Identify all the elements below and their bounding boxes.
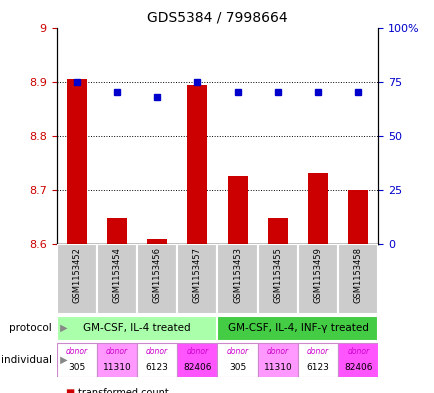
Text: GSM1153458: GSM1153458 — [353, 247, 362, 303]
Text: GM-CSF, IL-4, INF-γ treated: GM-CSF, IL-4, INF-γ treated — [227, 323, 368, 333]
Text: donor: donor — [66, 347, 88, 356]
Text: donor: donor — [306, 347, 329, 356]
Text: 11310: 11310 — [102, 363, 131, 372]
Bar — [96, 244, 137, 314]
Bar — [107, 218, 127, 244]
Bar — [338, 343, 378, 376]
Text: donor: donor — [105, 347, 128, 356]
Text: 305: 305 — [228, 363, 246, 372]
Text: GSM1153454: GSM1153454 — [112, 247, 121, 303]
Text: GSM1153457: GSM1153457 — [192, 247, 201, 303]
Text: protocol: protocol — [10, 323, 52, 333]
Bar — [96, 343, 137, 376]
Bar — [137, 244, 177, 314]
Text: donor: donor — [146, 347, 168, 356]
Bar — [257, 244, 297, 314]
Bar — [177, 343, 217, 376]
Text: GSM1153455: GSM1153455 — [273, 247, 282, 303]
Text: individual: individual — [1, 354, 52, 365]
Text: 82406: 82406 — [183, 363, 211, 372]
Bar — [56, 316, 217, 340]
Text: GSM1153453: GSM1153453 — [233, 247, 242, 303]
Bar — [137, 343, 177, 376]
Bar — [217, 244, 257, 314]
Text: 82406: 82406 — [343, 363, 372, 372]
Text: donor: donor — [186, 347, 208, 356]
Text: GSM1153456: GSM1153456 — [152, 247, 161, 303]
Text: ■: ■ — [65, 388, 74, 393]
Text: transformed count: transformed count — [78, 388, 169, 393]
Text: donor: donor — [266, 347, 288, 356]
Bar — [297, 343, 338, 376]
Bar — [297, 244, 338, 314]
Bar — [66, 79, 86, 244]
Bar — [217, 343, 257, 376]
Bar — [257, 343, 297, 376]
Bar — [227, 176, 247, 244]
Bar — [56, 343, 97, 376]
Text: 6123: 6123 — [306, 363, 329, 372]
Text: ▶: ▶ — [56, 354, 67, 365]
Text: 305: 305 — [68, 363, 85, 372]
Bar — [267, 218, 287, 244]
Bar — [147, 239, 167, 244]
Bar — [307, 173, 327, 244]
Bar — [187, 85, 207, 244]
Bar — [56, 244, 97, 314]
Text: GSM1153452: GSM1153452 — [72, 247, 81, 303]
Text: donor: donor — [226, 347, 248, 356]
Bar — [348, 189, 368, 244]
Text: GSM1153459: GSM1153459 — [313, 247, 322, 303]
Text: 6123: 6123 — [145, 363, 168, 372]
Text: 11310: 11310 — [263, 363, 292, 372]
Bar — [338, 244, 378, 314]
Title: GDS5384 / 7998664: GDS5384 / 7998664 — [147, 11, 287, 25]
Text: GM-CSF, IL-4 treated: GM-CSF, IL-4 treated — [83, 323, 191, 333]
Text: ▶: ▶ — [56, 323, 67, 333]
Bar — [177, 244, 217, 314]
Bar — [217, 316, 378, 340]
Text: donor: donor — [346, 347, 368, 356]
